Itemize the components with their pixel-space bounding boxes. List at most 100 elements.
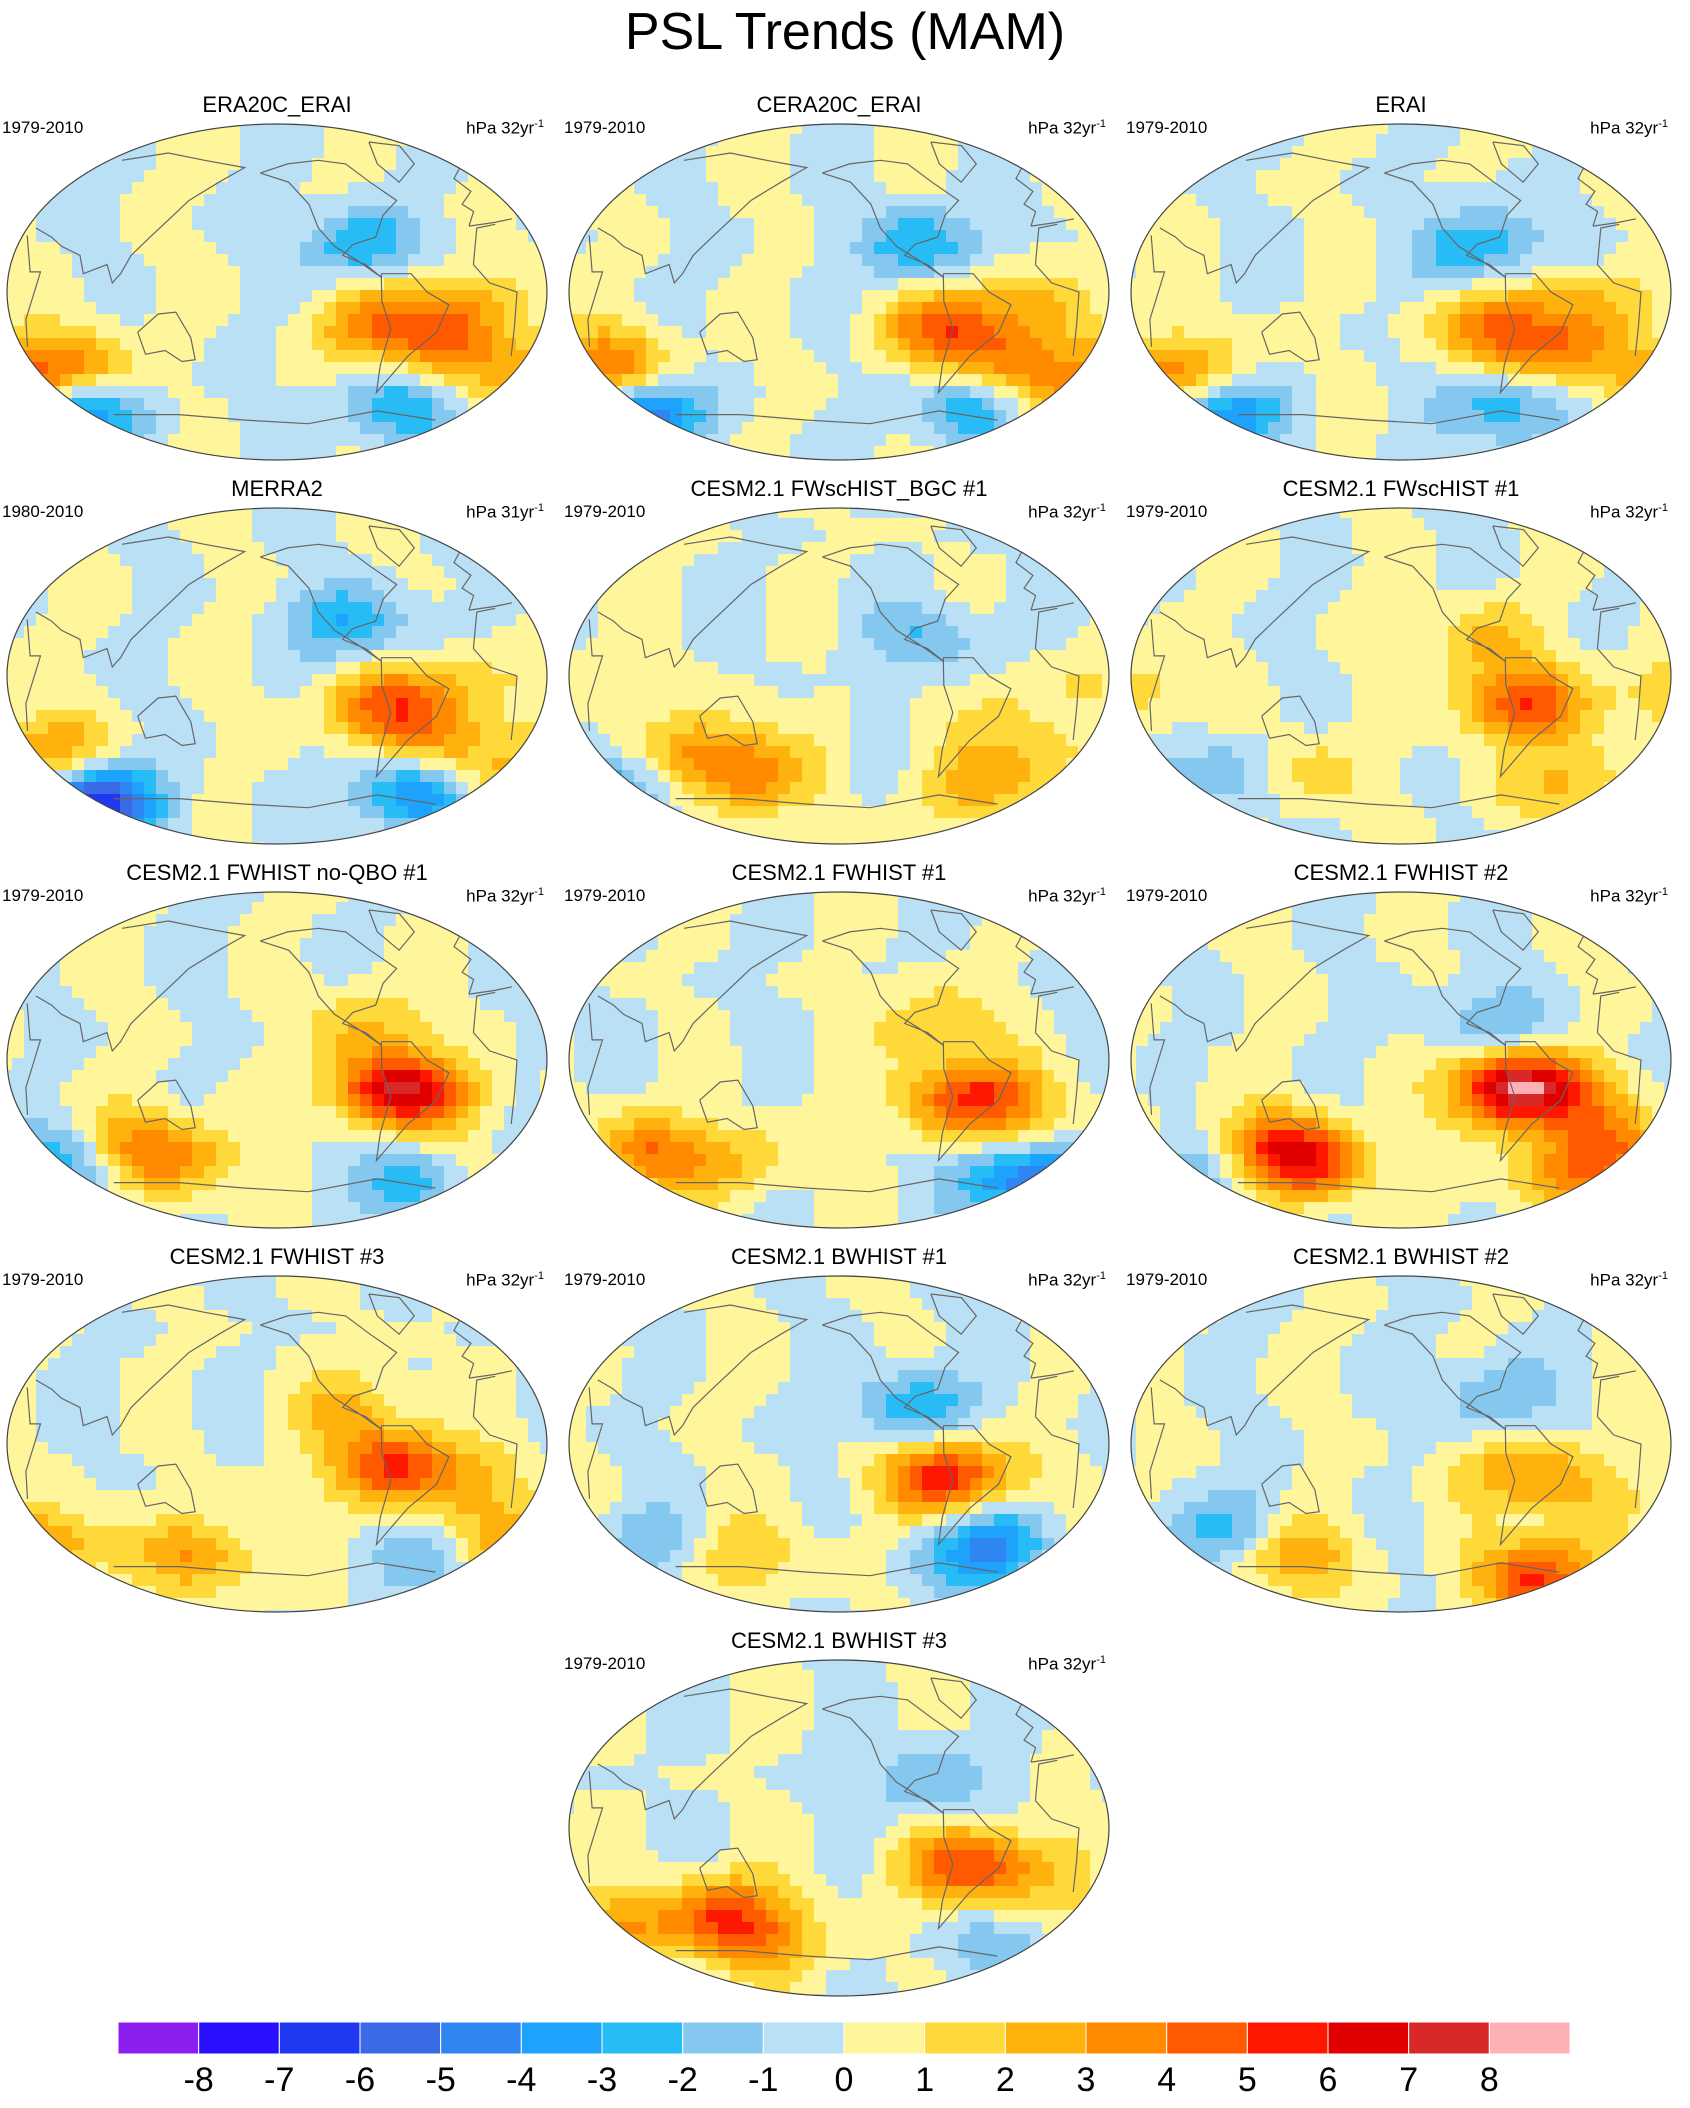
trend-cell: [1244, 134, 1257, 147]
trend-cell: [1114, 122, 1116, 135]
trend-cell: [288, 230, 301, 243]
trend-cell: [1131, 290, 1137, 303]
trend-cell: [1364, 386, 1377, 399]
trend-cell: [838, 134, 851, 147]
trend-cell: [1424, 386, 1437, 399]
trend-cell: [372, 530, 385, 543]
trend-cell: [586, 254, 599, 267]
trend-cell: [610, 338, 623, 351]
trend-cell: [598, 170, 611, 183]
trend-cell: [682, 338, 695, 351]
trend-cell: [1436, 338, 1449, 351]
trend-cell: [444, 698, 457, 711]
trend-cell: [1664, 446, 1671, 459]
trend-cell: [1412, 266, 1425, 279]
trend-cell: [958, 290, 971, 303]
trend-cell: [108, 398, 121, 411]
coastline: [1149, 223, 1642, 357]
trend-cell: [1042, 386, 1055, 399]
trend-cell: [574, 266, 587, 279]
trend-cell: [384, 386, 397, 399]
trend-cell: [1664, 434, 1671, 447]
trend-cell: [72, 508, 85, 519]
trend-cell: [168, 638, 181, 651]
trend-cell: [1328, 182, 1341, 195]
trend-cell: [48, 698, 61, 711]
trend-cell: [994, 398, 1007, 411]
trend-cell: [1604, 338, 1617, 351]
trend-cell: [790, 218, 803, 231]
trend-cell: [1280, 242, 1293, 255]
trend-cell: [886, 374, 899, 387]
trend-cell: [1520, 290, 1533, 303]
trend-cell: [180, 230, 193, 243]
trend-cell: [48, 590, 61, 603]
trend-cell: [216, 518, 229, 531]
trend-cell: [622, 422, 635, 435]
trend-cell: [132, 446, 145, 459]
trend-cell: [1136, 350, 1149, 363]
trend-cell: [1448, 314, 1461, 327]
trend-cell: [144, 242, 157, 255]
trend-cell: [12, 350, 25, 363]
trend-cell: [994, 278, 1007, 291]
trend-cell: [718, 398, 731, 411]
trend-cell: [1220, 170, 1233, 183]
trend-cell: [1592, 146, 1605, 159]
trend-cell: [372, 458, 385, 460]
trend-cell: [240, 614, 253, 627]
trend-cell: [48, 206, 61, 219]
trend-cell: [658, 230, 671, 243]
trend-cell: [144, 710, 157, 723]
trend-cell: [420, 542, 433, 555]
trend-cell: [1400, 218, 1413, 231]
trend-cell: [168, 206, 181, 219]
trend-cell: [444, 326, 457, 339]
trend-cell: [1376, 218, 1389, 231]
trend-cell: [1532, 146, 1545, 159]
trend-cell: [994, 134, 1007, 147]
trend-cell: [252, 518, 265, 531]
trend-cell: [910, 422, 923, 435]
trend-cell: [7, 614, 13, 627]
trend-cell: [300, 422, 313, 435]
trend-cell: [1640, 422, 1653, 435]
trend-cell: [480, 278, 493, 291]
trend-cell: [646, 254, 659, 267]
trend-cell: [958, 410, 971, 423]
trend-cell: [790, 242, 803, 255]
trend-cell: [444, 542, 457, 555]
trend-cell: [1580, 338, 1593, 351]
trend-cell: [240, 218, 253, 231]
trend-cell: [84, 566, 97, 579]
trend-cell: [1268, 218, 1281, 231]
trend-cell: [1292, 124, 1305, 135]
trend-cell: [1148, 410, 1161, 423]
trend-cell: [634, 182, 647, 195]
trend-cell: [12, 158, 25, 171]
trend-cell: [336, 698, 349, 711]
trend-cell: [1424, 242, 1437, 255]
trend-cell: [300, 638, 313, 651]
trend-cell: [60, 662, 73, 675]
trend-cell: [120, 446, 133, 459]
trend-cell: [1292, 230, 1305, 243]
trend-cell: [1220, 290, 1233, 303]
trend-cell: [1018, 398, 1031, 411]
trend-cell: [1472, 194, 1485, 207]
trend-cell: [898, 398, 911, 411]
trend-cell: [72, 254, 85, 267]
trend-cell: [180, 182, 193, 195]
trend-cell: [372, 638, 385, 651]
trend-cell: [730, 458, 743, 460]
trend-cell: [288, 374, 301, 387]
trend-cell: [1018, 422, 1031, 435]
trend-cell: [108, 124, 121, 135]
trend-cell: [862, 170, 875, 183]
trend-cell: [694, 338, 707, 351]
trend-cell: [300, 662, 313, 675]
trend-cell: [658, 302, 671, 315]
trend-cell: [874, 170, 887, 183]
trend-cell: [1520, 170, 1533, 183]
trend-cell: [802, 362, 815, 375]
